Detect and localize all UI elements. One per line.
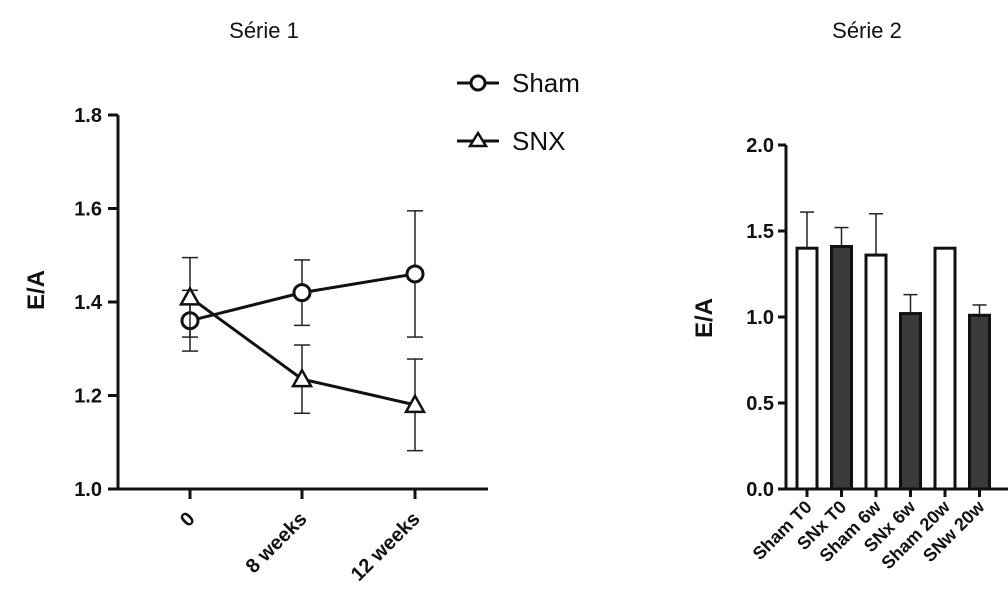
chart1-x-ticks: 0 8 weeks 12 weeks	[176, 489, 425, 586]
data-point-triangle	[403, 393, 427, 414]
chart1-y-tick-label: 1.8	[74, 105, 102, 127]
chart1-ylabel: E/A	[23, 270, 50, 310]
chart1-y-ticks: 1.0 1.2 1.4 1.6 1.8	[74, 105, 118, 501]
data-point-circle	[292, 283, 312, 303]
chart1-series	[178, 210, 427, 452]
chart1-x-tick-label: 8 weeks	[242, 508, 312, 578]
chart1-y-tick-label: 1.2	[74, 386, 102, 408]
chart1-y-tick-label: 1.6	[74, 199, 102, 221]
bar	[968, 313, 991, 491]
chart1-y-tick-label: 1.0	[74, 479, 102, 501]
legend-snx-triangle-icon	[467, 130, 489, 148]
data-point-circle	[405, 264, 425, 284]
data-point-triangle	[178, 285, 202, 306]
data-point-triangle	[290, 367, 314, 388]
chart1-x-tick-label: 12 weeks	[347, 508, 425, 586]
legend-sham-circle-icon	[469, 74, 487, 92]
chart1-legend: Sham SNX	[457, 68, 580, 156]
chart2-y-tick-label: 1.0	[746, 307, 774, 329]
bar	[795, 246, 819, 491]
legend-sham-label: Sham	[512, 68, 580, 98]
chart1-x-tick-label: 0	[176, 508, 199, 531]
chart1-y-tick-label: 1.4	[74, 292, 103, 314]
chart1-title: Série 1	[229, 18, 299, 43]
chart2-y-ticks: 0.0 0.5 1.0 1.5 2.0	[746, 135, 786, 501]
bar	[899, 312, 922, 491]
chart2-ylabel: E/A	[691, 298, 718, 338]
legend-snx-label: SNX	[512, 126, 565, 156]
chart2-y-tick-label: 0.5	[746, 393, 774, 415]
chart2-title: Série 2	[832, 18, 902, 43]
bar	[864, 253, 888, 491]
chart2-bars	[795, 211, 991, 491]
series-sham	[180, 210, 425, 352]
chart2-y-tick-label: 2.0	[746, 135, 774, 157]
bar	[933, 246, 957, 491]
chart2-y-tick-label: 1.5	[746, 221, 774, 243]
chart2-y-tick-label: 0.0	[746, 479, 774, 501]
line-chart: Série 1 E/A 1.0 1.2 1.4 1.6 1.8 0 8 weeks 12 w…	[23, 18, 580, 586]
bar	[830, 244, 853, 491]
series-snx	[178, 256, 427, 452]
